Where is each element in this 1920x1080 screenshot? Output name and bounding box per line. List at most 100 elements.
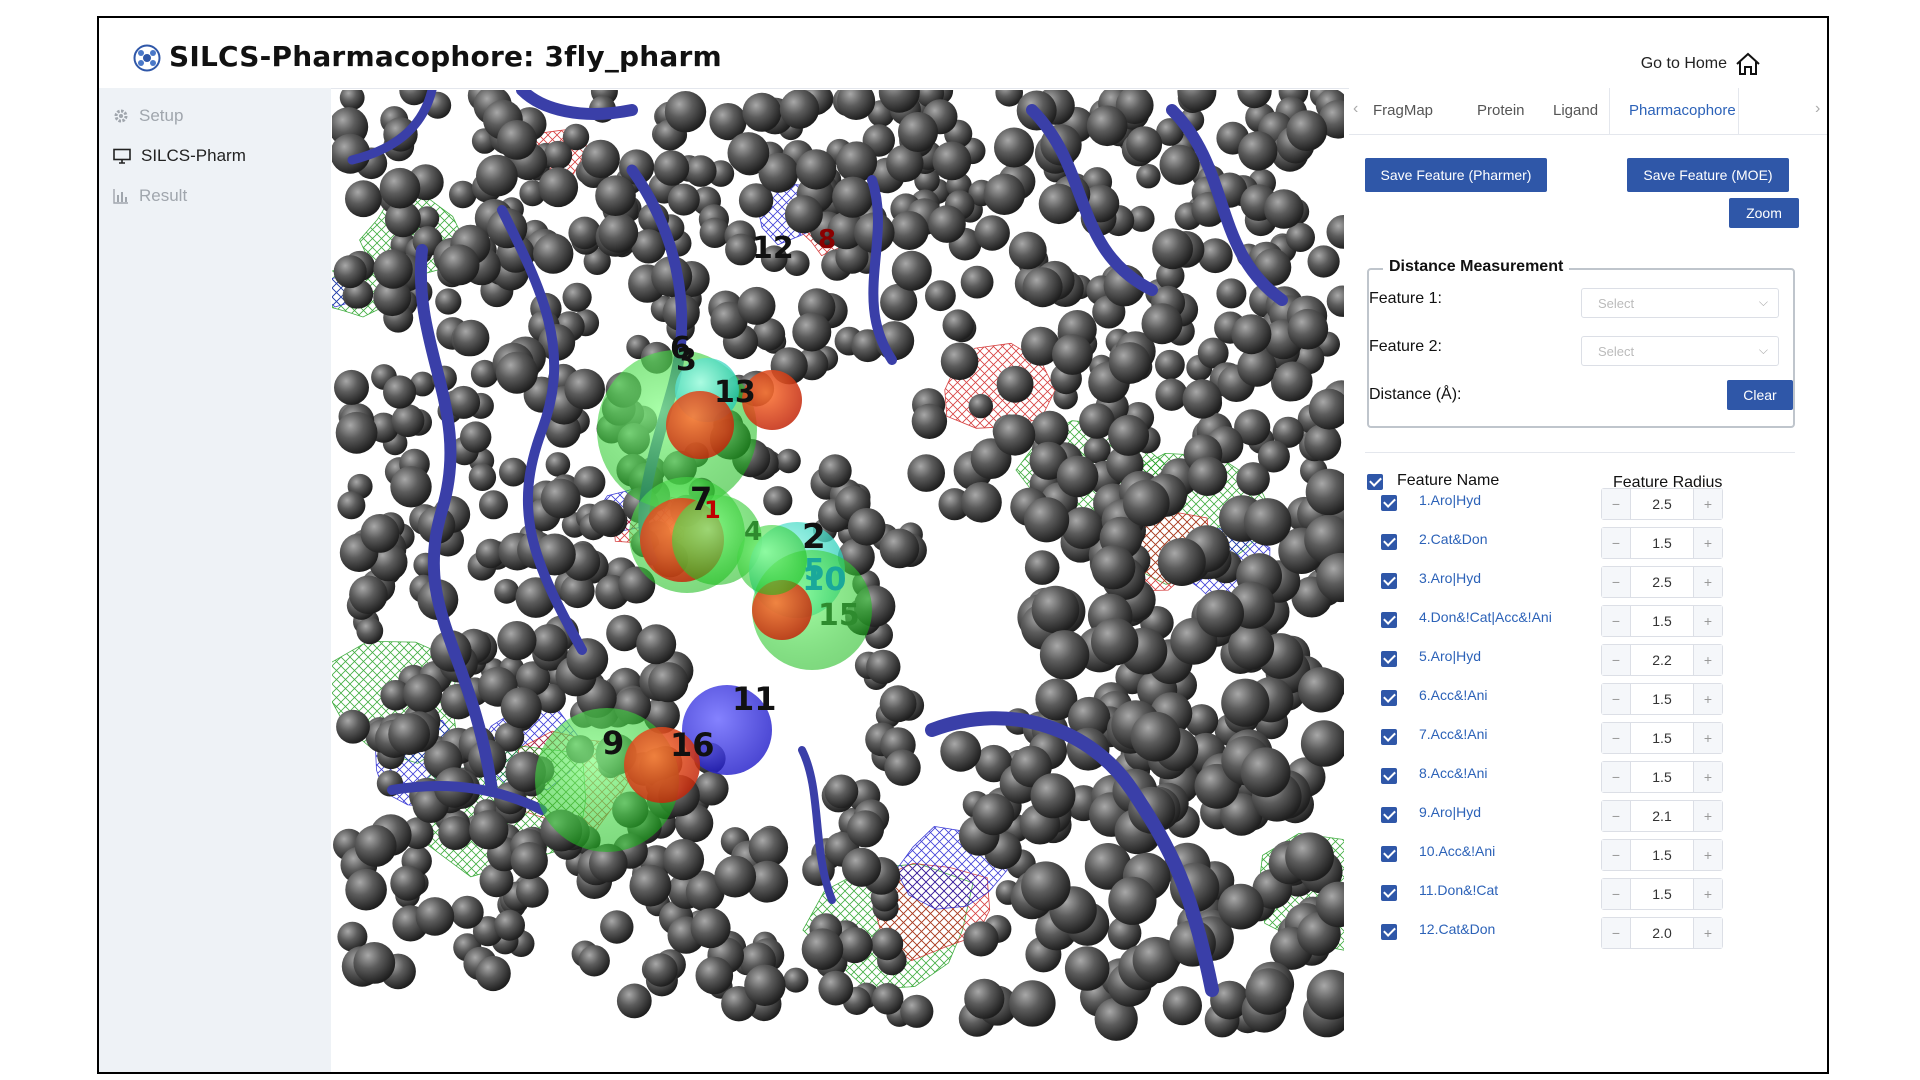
app-header: SILCS-Pharmacophore: 3fly_pharm Go to Ho…	[99, 18, 1827, 89]
sidebar-item-silcs-pharm[interactable]: SILCS-Pharm	[113, 146, 246, 166]
go-to-home-link[interactable]: Go to Home	[1641, 52, 1761, 76]
zoom-button[interactable]: Zoom	[1729, 198, 1799, 228]
increment-button[interactable]: +	[1694, 723, 1722, 753]
feature-number-label: 4	[744, 517, 762, 547]
feature-checkbox[interactable]	[1381, 729, 1397, 745]
feature-name[interactable]: 9.Aro|Hyd	[1419, 804, 1481, 820]
sidebar-item-result[interactable]: Result	[113, 186, 187, 206]
increment-button[interactable]: +	[1694, 801, 1722, 831]
save-feature-pharmer-button[interactable]: Save Feature (Pharmer)	[1365, 158, 1547, 192]
feature-checkbox[interactable]	[1381, 846, 1397, 862]
feature-radius-header: Feature Radius	[1613, 474, 1723, 491]
feature-radius-stepper[interactable]: −1.5 +	[1601, 878, 1723, 910]
feature-radius-stepper[interactable]: −1.5 +	[1601, 761, 1723, 793]
decrement-button[interactable]: −	[1602, 489, 1630, 519]
feature-radius-value[interactable]: 1.5	[1630, 879, 1694, 909]
decrement-button[interactable]: −	[1602, 879, 1630, 909]
tab-scroll-right-icon[interactable]: ›	[1815, 100, 1821, 117]
tab-ligand[interactable]: Ligand	[1553, 102, 1599, 119]
go-to-home-label: Go to Home	[1640, 55, 1727, 72]
increment-button[interactable]: +	[1694, 684, 1722, 714]
save-feature-moe-button[interactable]: Save Feature (MOE)	[1627, 158, 1789, 192]
feature-radius-value[interactable]: 2.5	[1630, 489, 1694, 519]
feature-number-label: 13	[714, 375, 756, 410]
sidebar-item-setup[interactable]: Setup	[113, 106, 183, 126]
increment-button[interactable]: +	[1694, 606, 1722, 636]
distance-label: Distance (Å):	[1369, 386, 1462, 403]
feature-radius-stepper[interactable]: −1.5 +	[1601, 527, 1723, 559]
feature-checkbox[interactable]	[1381, 573, 1397, 589]
feature-row: 1.Aro|Hyd −2.5 +	[1349, 486, 1827, 525]
feature-name-header: Feature Name	[1397, 472, 1500, 489]
decrement-button[interactable]: −	[1602, 840, 1630, 870]
tab-protein[interactable]: Protein	[1477, 102, 1525, 119]
feature-radius-value[interactable]: 1.5	[1630, 684, 1694, 714]
feature-radius-stepper[interactable]: −1.5 +	[1601, 839, 1723, 871]
feature-checkbox[interactable]	[1381, 807, 1397, 823]
feature-radius-stepper[interactable]: −2.5 +	[1601, 488, 1723, 520]
feature-checkbox[interactable]	[1381, 612, 1397, 628]
feature-checkbox[interactable]	[1381, 495, 1397, 511]
increment-button[interactable]: +	[1694, 567, 1722, 597]
feature-checkbox[interactable]	[1381, 885, 1397, 901]
feature-radius-value[interactable]: 1.5	[1630, 840, 1694, 870]
feature-checkbox[interactable]	[1381, 768, 1397, 784]
feature-radius-stepper[interactable]: −1.5 +	[1601, 683, 1723, 715]
increment-button[interactable]: +	[1694, 528, 1722, 558]
feature-radius-value[interactable]: 2.2	[1630, 645, 1694, 675]
feature-radius-stepper[interactable]: −2.1 +	[1601, 800, 1723, 832]
feature-radius-stepper[interactable]: −2.5 +	[1601, 566, 1723, 598]
feature-checkbox[interactable]	[1381, 690, 1397, 706]
feature-name[interactable]: 10.Acc&!Ani	[1419, 843, 1496, 859]
feature-radius-stepper[interactable]: −2.2 +	[1601, 644, 1723, 676]
feature-radius-stepper[interactable]: −1.5 +	[1601, 722, 1723, 754]
feature-radius-value[interactable]: 1.5	[1630, 762, 1694, 792]
feature-number-label: 8	[818, 225, 836, 255]
feature-checkbox[interactable]	[1381, 924, 1397, 940]
decrement-button[interactable]: −	[1602, 606, 1630, 636]
increment-button[interactable]: +	[1694, 918, 1722, 948]
feature-checkbox[interactable]	[1381, 651, 1397, 667]
clear-button[interactable]: Clear	[1727, 380, 1793, 410]
feature1-select[interactable]: Select ⌵	[1581, 288, 1779, 318]
feature-radius-stepper[interactable]: −1.5 +	[1601, 605, 1723, 637]
decrement-button[interactable]: −	[1602, 684, 1630, 714]
increment-button[interactable]: +	[1694, 489, 1722, 519]
feature2-select[interactable]: Select ⌵	[1581, 336, 1779, 366]
increment-button[interactable]: +	[1694, 762, 1722, 792]
tab-fragmap[interactable]: FragMap	[1373, 102, 1434, 119]
decrement-button[interactable]: −	[1602, 528, 1630, 558]
increment-button[interactable]: +	[1694, 840, 1722, 870]
feature-name[interactable]: 11.Don&!Cat	[1419, 882, 1499, 898]
feature-radius-value[interactable]: 2.5	[1630, 567, 1694, 597]
feature-name[interactable]: 12.Cat&Don	[1419, 921, 1496, 937]
decrement-button[interactable]: −	[1602, 918, 1630, 948]
feature-radius-value[interactable]: 1.5	[1630, 528, 1694, 558]
tab-scroll-left-icon[interactable]: ‹	[1353, 100, 1359, 117]
feature-name[interactable]: 8.Acc&!Ani	[1419, 765, 1488, 781]
feature-radius-value[interactable]: 2.1	[1630, 801, 1694, 831]
decrement-button[interactable]: −	[1602, 567, 1630, 597]
decrement-button[interactable]: −	[1602, 762, 1630, 792]
decrement-button[interactable]: −	[1602, 645, 1630, 675]
increment-button[interactable]: +	[1694, 879, 1722, 909]
feature-radius-value[interactable]: 2.0	[1630, 918, 1694, 948]
feature-name[interactable]: 1.Aro|Hyd	[1419, 492, 1481, 508]
feature-name[interactable]: 2.Cat&Don	[1419, 531, 1488, 547]
feature-name[interactable]: 5.Aro|Hyd	[1419, 648, 1481, 664]
molecule-viewer[interactable]: 12 8 6 3 13 7 1 4 2 5 10 15 11 9 16	[332, 90, 1344, 1066]
feature-radius-value[interactable]: 1.5	[1630, 606, 1694, 636]
feature-radius-stepper[interactable]: −2.0 +	[1601, 917, 1723, 949]
feature-radius-value[interactable]: 1.5	[1630, 723, 1694, 753]
tab-pharmacophore[interactable]: Pharmacophore	[1629, 102, 1736, 119]
feature-name[interactable]: 4.Don&!Cat|Acc&!Ani	[1419, 609, 1552, 625]
feature-name[interactable]: 3.Aro|Hyd	[1419, 570, 1481, 586]
feature-checkbox[interactable]	[1381, 534, 1397, 550]
decrement-button[interactable]: −	[1602, 801, 1630, 831]
select-all-features-checkbox[interactable]	[1367, 474, 1383, 490]
increment-button[interactable]: +	[1694, 645, 1722, 675]
decrement-button[interactable]: −	[1602, 723, 1630, 753]
feature-name[interactable]: 6.Acc&!Ani	[1419, 687, 1488, 703]
feature-name[interactable]: 7.Acc&!Ani	[1419, 726, 1488, 742]
